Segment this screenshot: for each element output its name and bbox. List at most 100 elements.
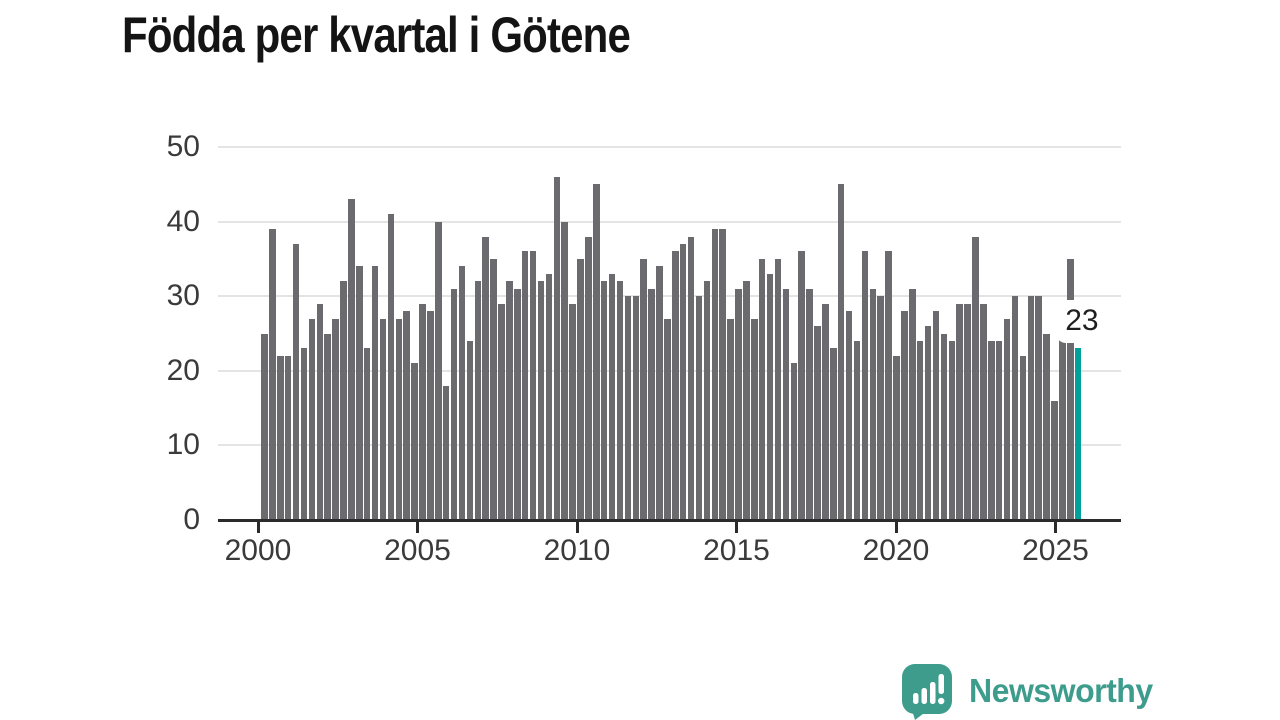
gridline [218, 220, 1121, 223]
bar [498, 303, 505, 520]
bar [442, 385, 450, 520]
bar [640, 258, 647, 520]
bar [932, 311, 940, 520]
bar [466, 340, 474, 520]
bar [948, 340, 956, 520]
newsworthy-logo: Newsworthy [899, 662, 1158, 720]
bar [1043, 333, 1050, 520]
bar [845, 311, 853, 520]
bar [751, 318, 758, 520]
bar [727, 318, 734, 520]
bar [1011, 296, 1019, 520]
bar [316, 303, 324, 520]
bar [537, 281, 545, 520]
bar [427, 311, 434, 520]
bar [964, 303, 971, 520]
gridline [218, 295, 1121, 298]
bar [371, 266, 379, 520]
y-tick-label: 20 [166, 353, 200, 387]
bar [356, 266, 363, 520]
bar [545, 273, 553, 520]
bar [830, 348, 837, 520]
bar [1019, 355, 1027, 520]
bar [616, 281, 624, 520]
bar [569, 303, 576, 520]
bar [450, 288, 458, 520]
bar [363, 348, 371, 520]
newsworthy-speech-bubble-chart-icon [902, 664, 952, 720]
bar [324, 333, 331, 520]
x-tick-label: 2000 [224, 534, 292, 567]
y-tick-label: 10 [166, 428, 200, 462]
bar [387, 214, 395, 520]
bar [703, 281, 711, 520]
bar [798, 251, 805, 520]
bar [553, 176, 561, 520]
bar [869, 288, 877, 520]
bar [877, 296, 884, 520]
bar [269, 229, 276, 520]
bar [893, 355, 900, 520]
bar [1035, 296, 1042, 520]
x-axis-tick [575, 522, 579, 533]
bar [506, 281, 513, 520]
x-axis-tick [1054, 522, 1057, 533]
bar [814, 326, 821, 520]
newsworthy-logo-text: Newsworthy [969, 672, 1153, 709]
bar [980, 303, 987, 520]
x-tick-label: 2020 [862, 534, 930, 567]
bar [577, 258, 584, 520]
bar [411, 363, 418, 520]
bar [379, 318, 387, 520]
bar [711, 229, 719, 520]
bar [593, 184, 600, 520]
bar [940, 333, 948, 520]
x-tick-label: 2010 [543, 534, 611, 567]
bar [514, 288, 521, 520]
bar [901, 311, 908, 520]
chart-title: Födda per kvartal i Götene [122, 7, 631, 63]
bar [608, 273, 616, 520]
bar [782, 288, 790, 520]
bar [474, 281, 482, 520]
last-value-label: 23 [1046, 302, 1106, 341]
bar [956, 303, 963, 520]
bar [735, 288, 742, 520]
bar [766, 273, 774, 520]
bar [853, 340, 861, 520]
x-axis-tick [894, 522, 898, 533]
bar [340, 281, 347, 520]
bar [332, 318, 339, 520]
y-tick-label: 30 [166, 279, 200, 313]
bar [419, 303, 426, 520]
bar [348, 199, 355, 520]
bar [972, 236, 979, 520]
last-value-text: 23 [1065, 304, 1099, 337]
bar [490, 258, 497, 520]
bar [695, 296, 703, 520]
bar [1051, 400, 1058, 520]
bar [300, 348, 308, 520]
bar [719, 229, 726, 520]
bar [924, 326, 932, 520]
bar [585, 236, 592, 520]
bar [458, 266, 466, 520]
bar [995, 340, 1003, 520]
bar [1027, 296, 1035, 520]
bar [743, 281, 750, 520]
bar [861, 251, 869, 520]
bar [988, 340, 995, 520]
bar [806, 288, 813, 520]
bar [758, 258, 766, 520]
bar [672, 251, 679, 520]
bar [774, 258, 782, 520]
x-axis-tick [256, 522, 260, 533]
bar [1059, 303, 1066, 520]
bar [909, 288, 916, 520]
bar [435, 221, 442, 520]
bar [664, 318, 671, 520]
bar [292, 243, 300, 520]
bar [1003, 318, 1011, 520]
x-axis-tick [416, 522, 419, 533]
